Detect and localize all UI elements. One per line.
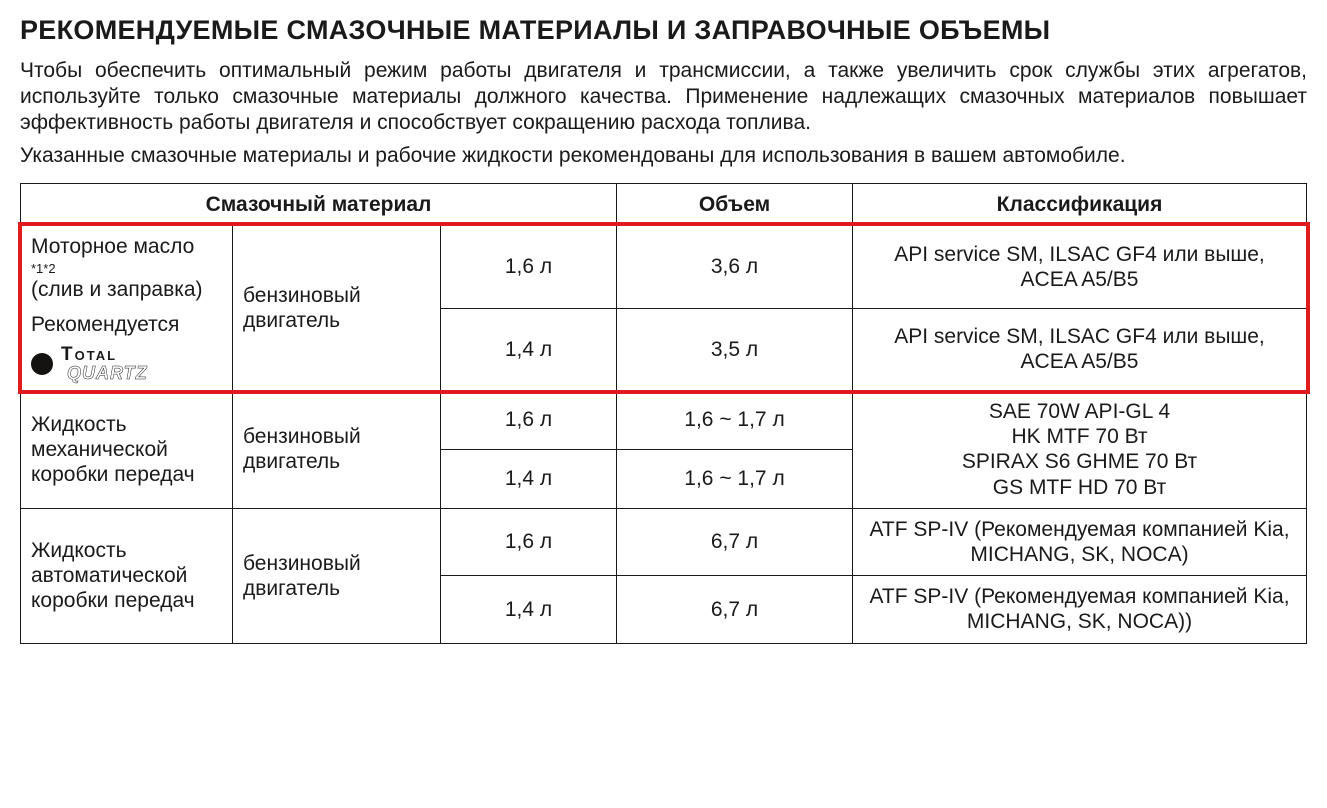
- brand-quartz-text: QUARTZ: [67, 364, 148, 382]
- cell-class: ATF SP-IV (Рекомендуемая компанией Kia, …: [853, 576, 1307, 643]
- cell-class: SAE 70W API-GL 4 HK MTF 70 Вт SPIRAX S6 …: [853, 391, 1307, 509]
- engine-oil-drain: (слив и заправка): [31, 277, 222, 302]
- cell-volume: 6,7 л: [617, 508, 853, 575]
- cell-volume: 6,7 л: [617, 576, 853, 643]
- total-logo-icon: [31, 353, 53, 375]
- class-line: SPIRAX S6 GHME 70 Вт: [863, 449, 1296, 474]
- cell-engine-type: бензиновый двигатель: [233, 391, 441, 509]
- cell-displacement: 1,4 л: [441, 449, 617, 508]
- col-volume: Объем: [617, 183, 853, 225]
- cell-engine-type: бензиновый двигатель: [233, 225, 441, 390]
- cell-displacement: 1,4 л: [441, 308, 617, 391]
- table-header-row: Смазочный материал Объем Классификация: [21, 183, 1307, 225]
- table-row: Моторное масло *1*2 (слив и заправка) Ре…: [21, 225, 1307, 308]
- cell-displacement: 1,6 л: [441, 225, 617, 308]
- table-row: Жидкость автоматической коробки передач …: [21, 508, 1307, 575]
- col-class: Классификация: [853, 183, 1307, 225]
- cell-volume: 1,6 ~ 1,7 л: [617, 391, 853, 450]
- cell-at-fluid-name: Жидкость автоматической коробки передач: [21, 508, 233, 643]
- cell-engine-type: бензиновый двигатель: [233, 508, 441, 643]
- cell-displacement: 1,4 л: [441, 576, 617, 643]
- cell-volume: 3,5 л: [617, 308, 853, 391]
- cell-volume: 3,6 л: [617, 225, 853, 308]
- cell-engine-oil-name: Моторное масло *1*2 (слив и заправка) Ре…: [21, 225, 233, 390]
- class-line: HK MTF 70 Вт: [863, 424, 1296, 449]
- class-line: GS MTF HD 70 Вт: [863, 475, 1296, 500]
- engine-oil-footnote: *1*2: [31, 261, 222, 277]
- intro-paragraph-2: Указанные смазочные материалы и рабочие …: [20, 143, 1307, 169]
- lubricants-table: Смазочный материал Объем Классификация М…: [20, 183, 1307, 644]
- cell-class: API service SM, ILSAC GF4 или выше, ACEA…: [853, 225, 1307, 308]
- intro-paragraph-1: Чтобы обеспечить оптимальный режим работ…: [20, 58, 1307, 137]
- brand-total-quartz: Total QUARTZ: [31, 345, 222, 382]
- class-line: SAE 70W API-GL 4: [863, 399, 1296, 424]
- table-row: Жидкость механической коробки передач бе…: [21, 391, 1307, 450]
- brand-total-text: Total: [61, 345, 148, 364]
- cell-class: API service SM, ILSAC GF4 или выше, ACEA…: [853, 308, 1307, 391]
- cell-class: ATF SP-IV (Рекомендуемая компанией Kia, …: [853, 508, 1307, 575]
- cell-displacement: 1,6 л: [441, 391, 617, 450]
- cell-mt-fluid-name: Жидкость механической коробки передач: [21, 391, 233, 509]
- engine-oil-recommended: Рекомендуется: [31, 312, 222, 337]
- cell-volume: 1,6 ~ 1,7 л: [617, 449, 853, 508]
- engine-oil-title: Моторное масло: [31, 234, 222, 259]
- cell-displacement: 1,6 л: [441, 508, 617, 575]
- page-title: РЕКОМЕНДУЕМЫЕ СМАЗОЧНЫЕ МАТЕРИАЛЫ И ЗАПР…: [20, 14, 1307, 48]
- col-material: Смазочный материал: [21, 183, 617, 225]
